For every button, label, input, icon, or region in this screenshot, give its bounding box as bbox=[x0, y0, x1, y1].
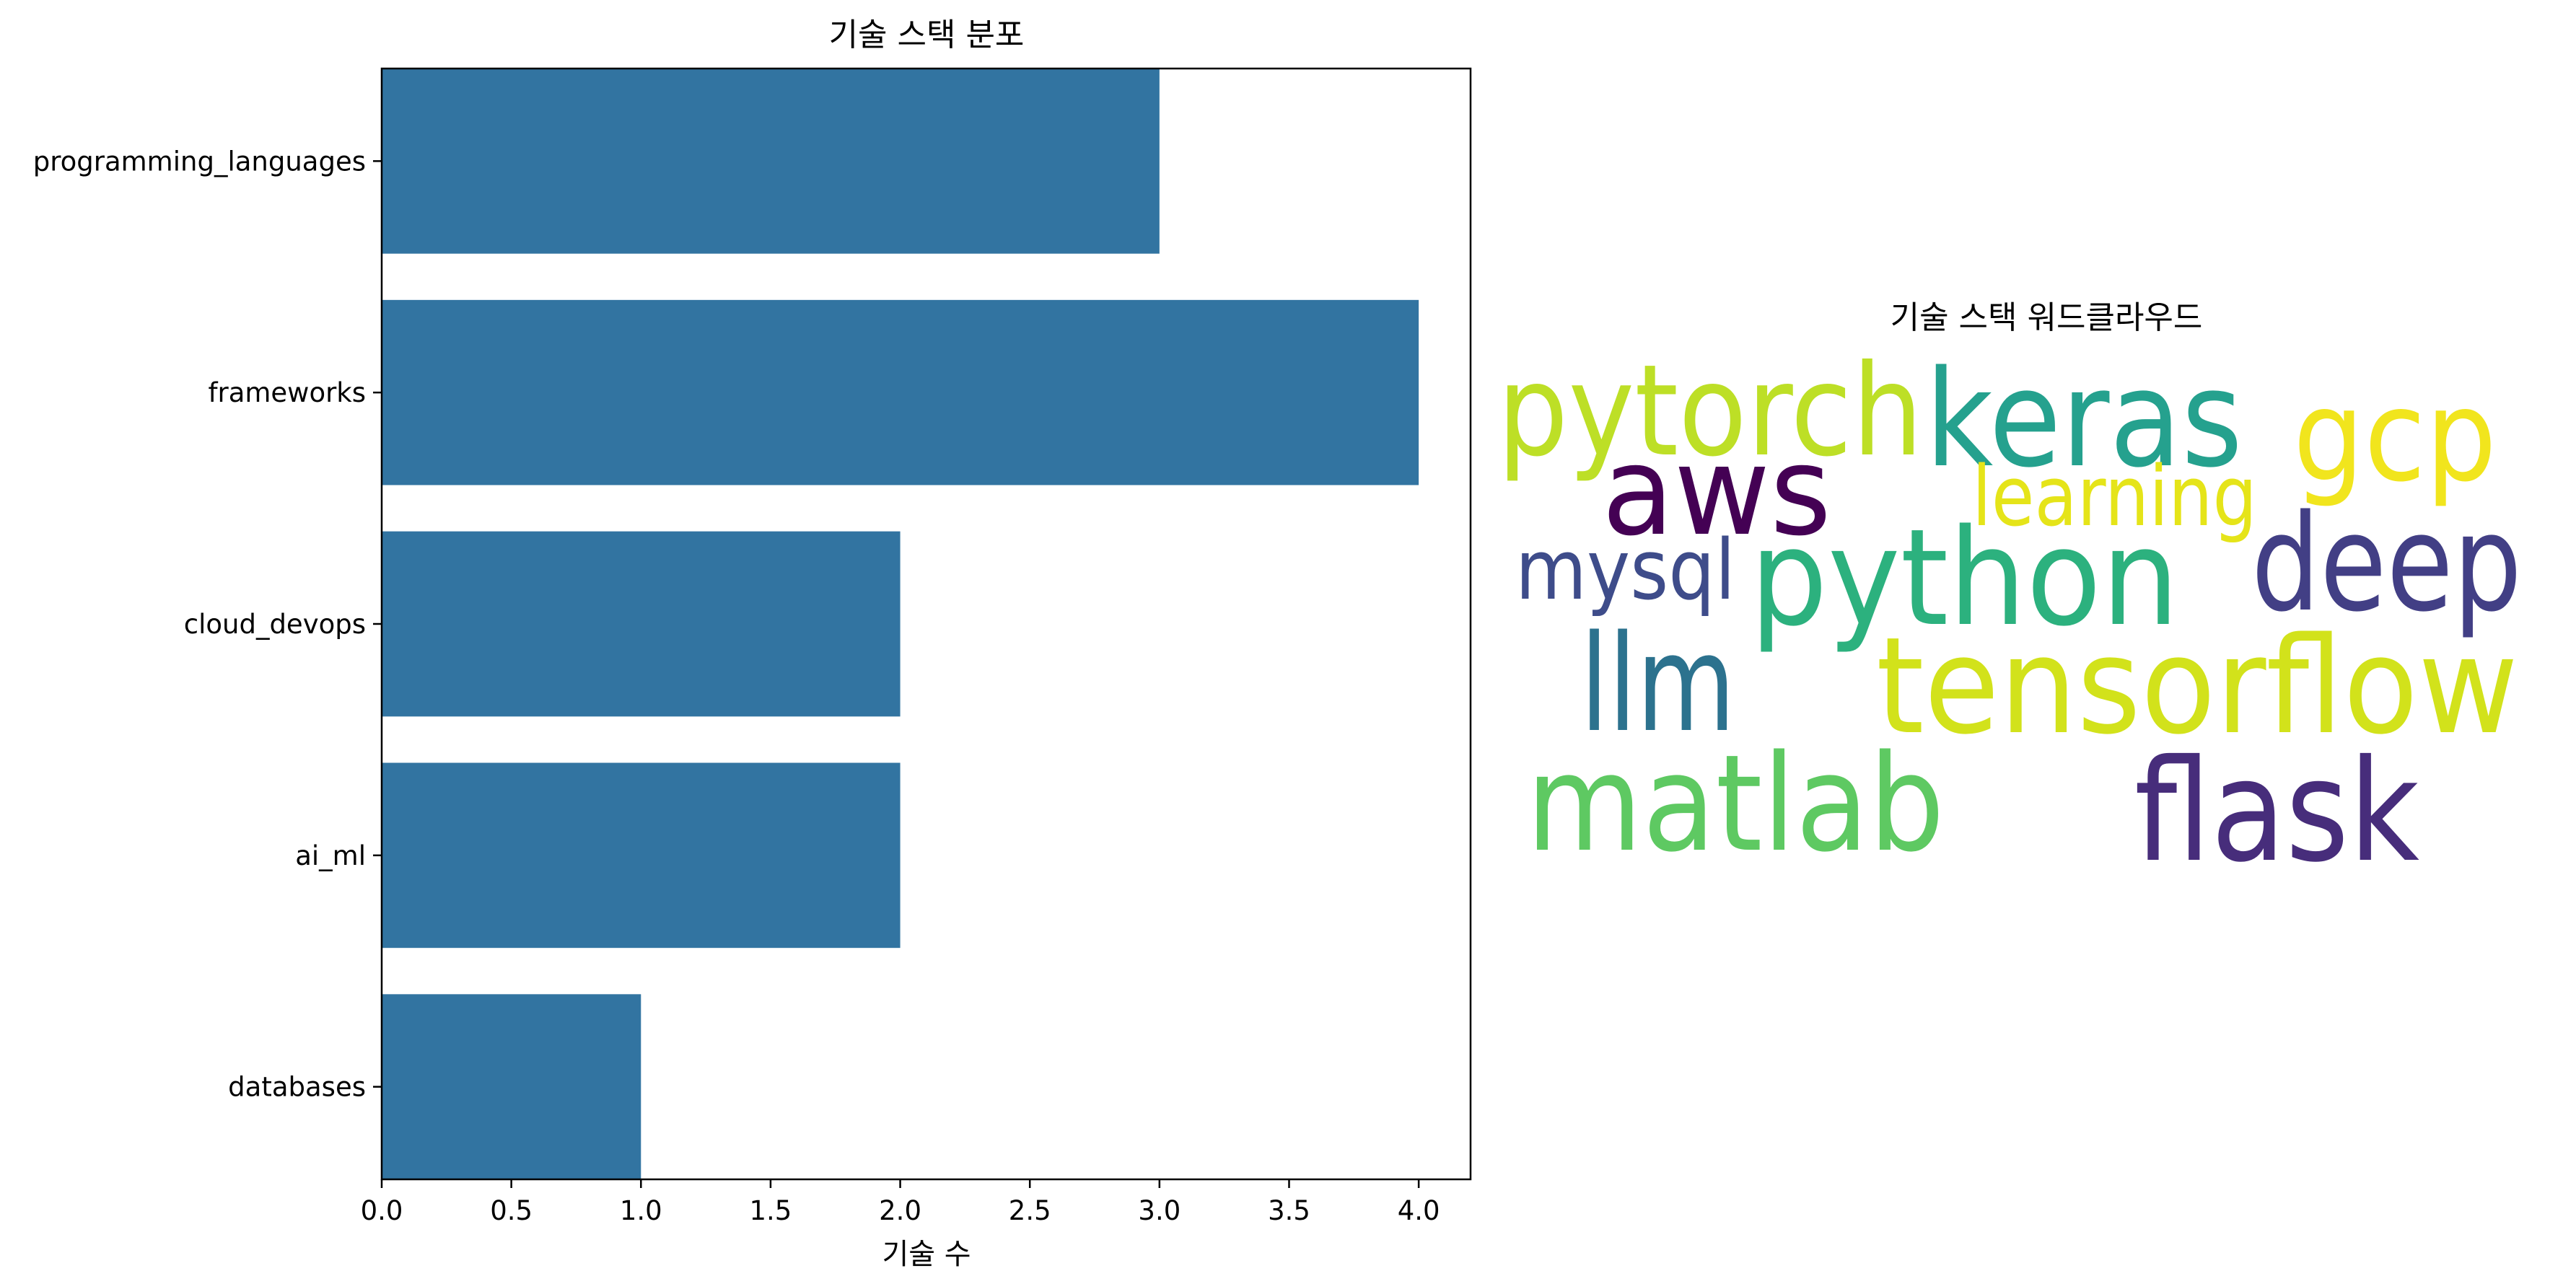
x-tick-labels: 0.0 0.5 1.0 1.5 2.0 2.5 3.0 3.5 4.0 bbox=[361, 1179, 1440, 1226]
word-pytorch: pytorch bbox=[1497, 338, 1923, 485]
x-tick-label: 1.0 bbox=[620, 1195, 662, 1226]
word-llm: llm bbox=[1580, 606, 1735, 762]
cloud-words: pytorch keras gcp aws learning mysql python dee… bbox=[1497, 338, 2522, 893]
x-tick-label: 0.0 bbox=[361, 1195, 403, 1226]
x-tick-label: 2.5 bbox=[1009, 1195, 1051, 1226]
word-deep: deep bbox=[2251, 485, 2522, 641]
y-tick-labels: programming_languages frameworks cloud_dev… bbox=[33, 146, 382, 1103]
word-cloud: 기술 스택 워드클라우드 pytorch keras gcp aws learning m… bbox=[1497, 299, 2522, 893]
bar-chart: 기술 스택 분포 programming_languages frameworks… bbox=[33, 17, 1472, 1271]
x-tick-label: 3.5 bbox=[1268, 1195, 1310, 1226]
bar-cloud-devops bbox=[382, 531, 901, 717]
y-tick-label: ai_ml bbox=[295, 840, 366, 871]
x-tick-label: 2.0 bbox=[879, 1195, 921, 1226]
x-tick-label: 0.5 bbox=[490, 1195, 533, 1226]
word-mysql: mysql bbox=[1515, 522, 1735, 619]
word-flask: flask bbox=[2134, 729, 2419, 893]
word-aws: aws bbox=[1602, 421, 1831, 563]
bar-frameworks bbox=[382, 299, 1419, 485]
bar-programming-languages bbox=[382, 69, 1160, 254]
word-gcp: gcp bbox=[2293, 364, 2497, 510]
word-learning: learning bbox=[1972, 449, 2257, 545]
word-keras: keras bbox=[1925, 341, 2243, 497]
x-tick-label: 4.0 bbox=[1398, 1195, 1440, 1226]
word-python: python bbox=[1750, 500, 2179, 656]
y-tick-label: programming_languages bbox=[33, 146, 366, 177]
word-cloud-title: 기술 스택 워드클라우드 bbox=[1891, 299, 2203, 336]
y-tick-label: cloud_devops bbox=[184, 609, 366, 640]
x-tick-label: 3.0 bbox=[1138, 1195, 1180, 1226]
word-matlab: matlab bbox=[1526, 726, 1945, 881]
bars bbox=[382, 69, 1419, 1179]
bar-ai-ml bbox=[382, 762, 901, 949]
y-tick-label: databases bbox=[228, 1072, 366, 1103]
y-tick-label: frameworks bbox=[208, 377, 366, 408]
x-axis-label: 기술 수 bbox=[882, 1238, 971, 1271]
x-tick-label: 1.5 bbox=[750, 1195, 792, 1226]
word-tensorflow: tensorflow bbox=[1876, 608, 2518, 764]
bar-databases bbox=[382, 994, 641, 1179]
bar-chart-title: 기술 스택 분포 bbox=[829, 17, 1025, 53]
